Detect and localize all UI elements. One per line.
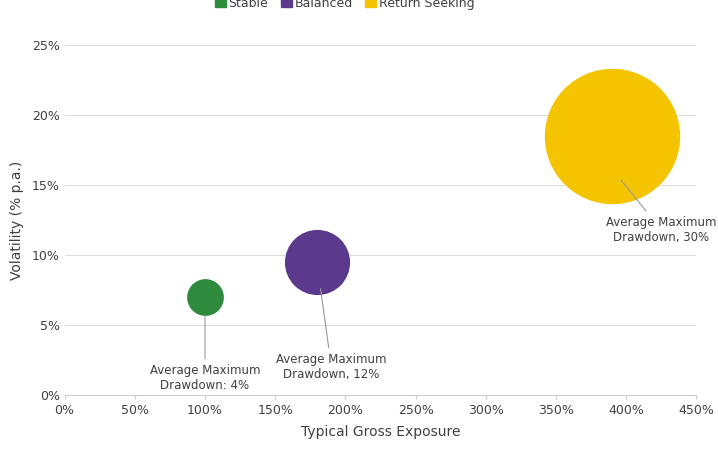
Y-axis label: Volatility (% p.a.): Volatility (% p.a.) xyxy=(9,160,24,280)
Legend: Stable, Balanced, Return Seeking: Stable, Balanced, Return Seeking xyxy=(210,0,480,15)
Text: Average Maximum
Drawdown, 12%: Average Maximum Drawdown, 12% xyxy=(276,289,387,381)
Text: Average Maximum
Drawdown: 4%: Average Maximum Drawdown: 4% xyxy=(150,317,261,392)
Text: Average Maximum
Drawdown, 30%: Average Maximum Drawdown, 30% xyxy=(606,180,717,244)
Point xyxy=(312,259,323,266)
Text: Risk Spectrum of Zenith's Market Neutral Categories: Risk Spectrum of Zenith's Market Neutral… xyxy=(9,11,488,26)
X-axis label: Typical Gross Exposure: Typical Gross Exposure xyxy=(301,426,460,440)
Point xyxy=(200,294,211,301)
Point xyxy=(607,132,618,140)
